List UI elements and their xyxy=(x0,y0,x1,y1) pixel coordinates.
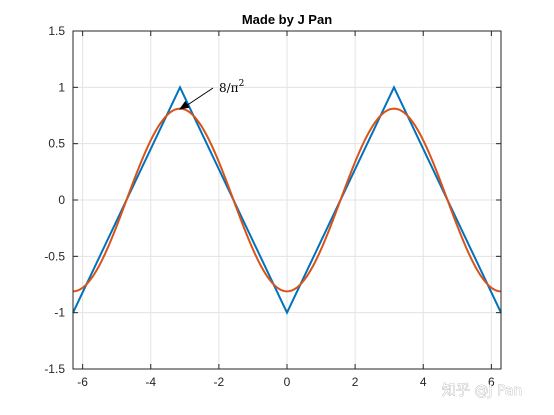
annotation: 8/π2 xyxy=(179,79,244,110)
y-tick-label: -0.5 xyxy=(44,249,65,263)
annotation-label: 8/π2 xyxy=(219,79,244,95)
y-tick-label: 0 xyxy=(58,193,65,207)
annotation-arrow-shaft xyxy=(184,87,214,108)
series-line-triangle xyxy=(72,84,502,316)
grid xyxy=(73,30,501,370)
x-tick-label: -4 xyxy=(145,375,156,389)
ticks: -6 -4 -2 0 2 4 6 -1.5 -1 -0.5 0 0.5 1 1.5 xyxy=(44,24,501,389)
y-tick-label: -1 xyxy=(54,306,65,320)
y-tick-label: 1.5 xyxy=(48,24,65,38)
y-tick-label: 1 xyxy=(58,80,65,94)
series-line-cosine xyxy=(72,107,502,293)
watermark: 知乎 @J Pan xyxy=(442,382,522,399)
x-tick-label: 0 xyxy=(284,375,291,389)
x-tick-label: -6 xyxy=(77,375,88,389)
x-tick-label: -2 xyxy=(214,375,225,389)
series-layer xyxy=(72,84,502,316)
x-tick-label: 6 xyxy=(488,375,495,389)
chart-title: Made by J Pan xyxy=(242,12,332,27)
x-tick-label: 4 xyxy=(420,375,427,389)
x-tick-label: 2 xyxy=(352,375,359,389)
y-tick-label: -1.5 xyxy=(44,362,65,376)
y-tick-label: 0.5 xyxy=(48,137,65,151)
annotation-arrow-head xyxy=(179,100,190,110)
annotation-superscript: 2 xyxy=(239,79,245,89)
